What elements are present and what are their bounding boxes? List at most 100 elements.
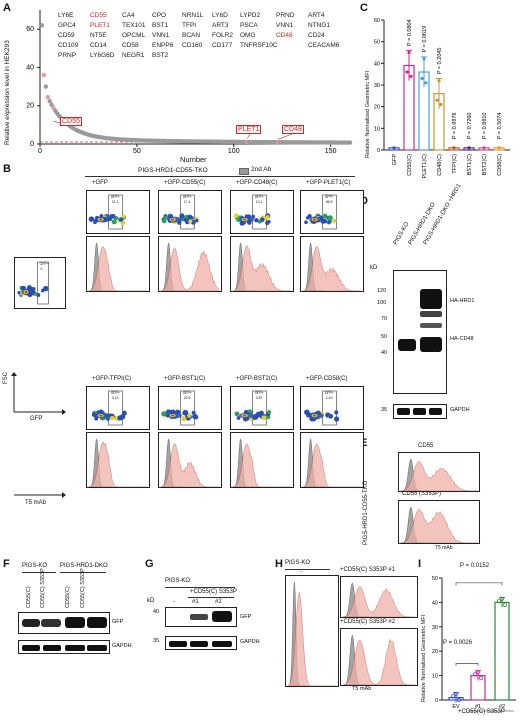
- gene-enpp6: ENPP6: [152, 42, 173, 49]
- flow-histogram: [340, 576, 418, 618]
- gene-bcan: BCAN: [182, 32, 200, 39]
- d-marker-120: 120: [377, 288, 386, 294]
- flow-density-plot: GFP+ 13.1: [230, 190, 294, 234]
- gene-opcml: OPCML: [122, 32, 145, 39]
- a-point: [44, 84, 48, 88]
- gate-pct: 96.9: [326, 200, 333, 204]
- c-xtick: CD48(C): [437, 154, 443, 176]
- gene-vnn1: VNN1: [276, 22, 293, 29]
- gene-vnn1: VNN1: [152, 32, 169, 39]
- flow-col-label: +GFP: [92, 180, 108, 186]
- f-col-4: CD55(C) S353P: [80, 568, 86, 608]
- flow-density-plot: GFP+ 0: [14, 257, 66, 309]
- gene-psca: PSCA: [240, 22, 258, 29]
- h-right2: +CD55(C) S353P #2: [340, 619, 395, 625]
- i-ytick: 0: [435, 698, 438, 704]
- flow-density-plot: GFP+ 17.4: [158, 190, 222, 234]
- h-left-label: PIGS-KO: [285, 560, 310, 566]
- c-ytick: 10: [374, 126, 380, 132]
- gene-cd48: CD48: [276, 32, 293, 39]
- flow-density-plot: GFP+ 0.87: [230, 386, 294, 430]
- a-point: [40, 23, 44, 27]
- gene-cd109: CD109: [58, 42, 78, 49]
- g-col-2: #1: [192, 599, 199, 605]
- flow-histogram: [285, 575, 339, 687]
- gate-label: GFP+: [183, 195, 192, 199]
- f-col-3: CD55(C): [65, 586, 71, 608]
- gene-cd177: CD177: [212, 42, 232, 49]
- a-ytick: 60: [26, 26, 34, 33]
- i-bar: [495, 602, 509, 700]
- gene-lypd2: LYPD2: [240, 12, 260, 19]
- callout-cd55: CD55: [60, 117, 82, 126]
- flow-histogram: [300, 236, 364, 292]
- flow-density-plot: GFP+ 20.6: [158, 386, 222, 430]
- axis-fsc: FSC: [3, 372, 9, 384]
- flow-density-plot: GFP+ 21.3: [86, 190, 150, 234]
- gene-bst1: BST1: [152, 22, 168, 29]
- panel-c-ylabel: Relative Normalized Geometric MFI: [365, 71, 371, 158]
- flow-col-label: +GFP-CD58(C): [306, 376, 348, 382]
- i-ytick: 50: [432, 576, 438, 582]
- d-marker-70: 70: [381, 316, 387, 322]
- gate-pct: 17.4: [184, 200, 191, 204]
- panel-e-side-label: PIGS-HRD1-CD55-TKO: [363, 481, 369, 545]
- a-ytick: 40: [26, 64, 34, 71]
- gene-cd58: CD58: [122, 42, 139, 49]
- a-point: [42, 73, 46, 77]
- d-band-cd48: HA-CD48: [450, 336, 474, 342]
- c-ytick: 0: [377, 148, 380, 154]
- c-pvalue: P = 0.7260: [467, 112, 473, 139]
- gate-label: GFP+: [40, 262, 49, 266]
- flow-histogram: [230, 432, 294, 488]
- flow-histogram: [300, 432, 364, 488]
- g-col-3: #2: [215, 599, 222, 605]
- i-p1: P = 0.0152: [460, 563, 489, 569]
- gate-label: GFP+: [325, 195, 334, 199]
- gate-pct: 13.1: [256, 200, 263, 204]
- g-sub: +CD55(C) S353P: [190, 589, 237, 595]
- gene-cd55: CD55: [90, 12, 107, 19]
- gene-prnd: PRND: [276, 12, 294, 19]
- panel-h-label: H: [275, 558, 283, 570]
- g-marker-40: 40: [153, 609, 159, 615]
- gene-nrn1l: NRN1L: [182, 12, 203, 19]
- axis-diagram-t5: [10, 455, 70, 515]
- c-xtick: BST2(C): [482, 154, 488, 176]
- panel-d-kd: kD: [370, 265, 377, 271]
- gene-ntng1: NTNG1: [308, 22, 330, 29]
- gene-cd160: CD160: [182, 42, 202, 49]
- blot-g-gapdh: [165, 636, 237, 650]
- c-ytick: 40: [374, 61, 380, 67]
- legend-2nd-label: 2nd Ab: [251, 166, 271, 173]
- c-xtick: BST1(C): [467, 154, 473, 176]
- gene-omg: OMG: [240, 32, 256, 39]
- f-col-1: CD55(C): [26, 586, 32, 608]
- flow-density-plot: GFP+ 96.9: [300, 190, 364, 234]
- flow-density-plot: GFP+ 1.19: [300, 386, 364, 430]
- gene-cd24: CD24: [308, 32, 325, 39]
- blot-f-gapdh: [18, 640, 110, 654]
- gate-pct: 0.87: [256, 396, 263, 400]
- c-pvalue: P = 0.2045: [437, 47, 443, 74]
- panel-a-ylabel: Relative expression level in HEK293: [4, 40, 11, 145]
- c-pvalue: P = 0.8810: [482, 112, 488, 139]
- gate-pct: 20.6: [184, 396, 191, 400]
- c-xtick: GFP: [392, 154, 398, 166]
- panel-g-label: G: [145, 558, 154, 570]
- panel-b-rule: [85, 176, 355, 177]
- i-ytick: 20: [432, 649, 438, 655]
- c-ytick: 20: [374, 105, 380, 111]
- a-xtick: 150: [325, 148, 337, 155]
- gene-plet1: PLET1: [90, 22, 110, 29]
- d-marker-100: 100: [377, 300, 386, 306]
- gene-gpc4: GPC4: [58, 22, 76, 29]
- blot-d-gapdh: [393, 404, 447, 419]
- blot-f-gfp: [18, 612, 110, 634]
- panel-a-plot: 0 50 100 1500204060: [0, 0, 360, 165]
- panel-c-plot: 0 10 20 30 40 50 60 GFP CD55(C) P = 0.0804 PLET1(…: [360, 0, 520, 195]
- callout-plet1: PLET1: [236, 125, 261, 134]
- gene-prnp: PRNP: [58, 52, 76, 59]
- flow-density-plot: GFP+ 0.13: [86, 386, 150, 430]
- axis-t5: T5 mAb: [25, 500, 46, 506]
